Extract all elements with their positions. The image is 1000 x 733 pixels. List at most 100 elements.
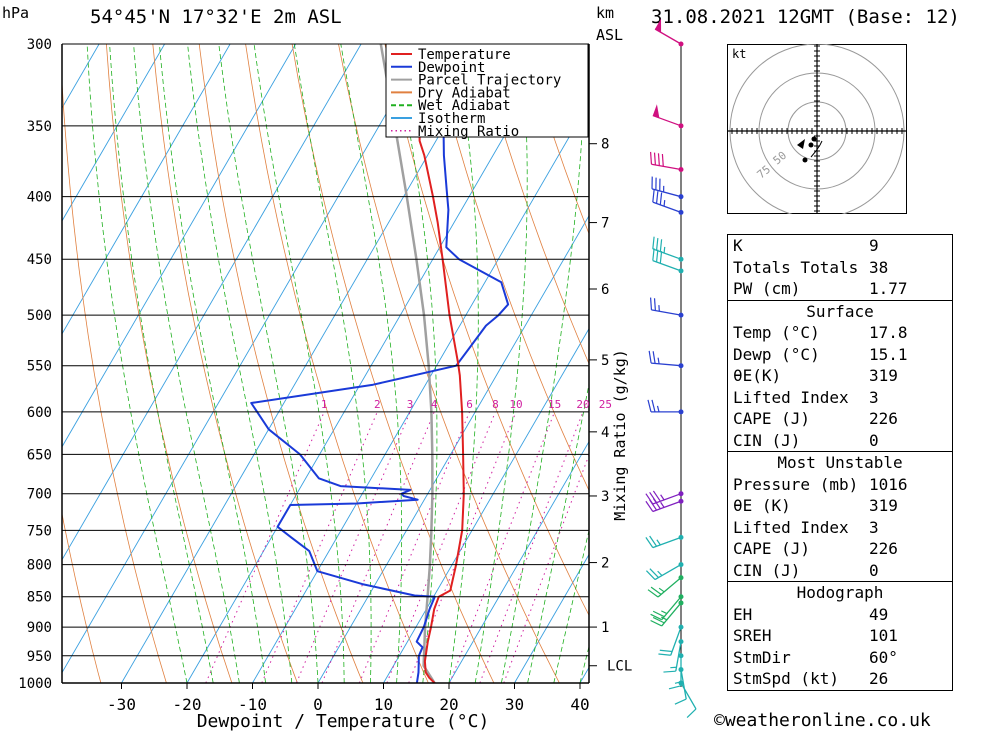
wind-barb-flag [659, 239, 663, 252]
hodograph-indices-box: Hodograph EH 49 SREH 101 StmDir 60° StmSpd … [727, 581, 953, 691]
x-tick-label: 20 [439, 695, 458, 714]
wind-barb-flag [652, 498, 661, 510]
legend-label: Dry Adiabat [418, 85, 511, 101]
wind-barb-staff [654, 564, 682, 581]
wind-barb [648, 350, 684, 369]
stmspd-row: StmSpd (kt) 26 [733, 669, 889, 688]
wind-barb-staff [652, 114, 682, 127]
pressure-tick-label: 400 [27, 190, 52, 206]
wind-barb-staff [661, 602, 682, 627]
wet-adiabat-line [109, 44, 214, 684]
wind-barb-flag [649, 499, 658, 511]
wind-barb-flag [652, 490, 661, 502]
datetime-label: 31.08.2021 12GMT (Base: 12) [651, 6, 960, 28]
wet-adiabat-line [474, 44, 528, 684]
dewpoint-line [250, 44, 510, 684]
x-tick-label: -10 [238, 695, 267, 714]
wind-barb-flag [652, 610, 665, 618]
wind-barb-staff [651, 163, 682, 171]
km-tick-label: 5 [601, 353, 609, 369]
isotherm-line [62, 44, 231, 335]
dry-adiabat-line [710, 44, 725, 683]
pressure-tick-label: 450 [27, 252, 52, 268]
hodograph-point [811, 136, 817, 142]
km-unit-label: km [596, 4, 615, 22]
wind-barb-flag [658, 653, 671, 656]
wet-adiabat-line [218, 44, 319, 684]
legend-label: Parcel Trajectory [418, 73, 561, 89]
dry-adiabat-line [477, 44, 589, 365]
wind-barb-staff [675, 641, 682, 672]
wind-barb [654, 18, 684, 47]
pressure-tick-label: 350 [27, 119, 52, 135]
isotherm-line [514, 553, 589, 684]
wind-barb-flag [645, 500, 654, 512]
mixing-ratio-label: 1 [321, 398, 328, 411]
mixing-ratio-label: 2 [374, 398, 381, 411]
wind-barb-flag [655, 249, 659, 263]
wind-barb-flag [645, 537, 654, 548]
pressure-tick-label: 950 [27, 649, 52, 665]
mixing-ratio-label: 8 [492, 398, 499, 411]
wind-barb-flag [652, 236, 655, 249]
km-tick-label: 3 [601, 489, 609, 505]
dry-adiabat-line [62, 511, 102, 684]
wind-barb-half-flag [656, 539, 661, 546]
x-tick-label: -20 [173, 695, 202, 714]
x-tick-label: 0 [313, 695, 323, 714]
most-unstable-title: Most Unstable [777, 453, 903, 472]
mixing-ratio-label: 6 [466, 398, 473, 411]
wind-barb [647, 575, 684, 598]
wind-barb-half-flag [663, 246, 666, 254]
wind-barb-staff [652, 201, 682, 213]
wind-barb-pennant [652, 104, 660, 118]
hodograph-unit-label: kt [732, 47, 746, 61]
isotherm-line [448, 440, 589, 684]
isotherm-line [383, 327, 589, 684]
x-axis-label: Dewpoint / Temperature (°C) [197, 711, 490, 732]
wind-barb [658, 624, 684, 656]
wet-adiabat-line [394, 44, 438, 684]
x-tick-label: 10 [374, 695, 393, 714]
wind-barb-flag [650, 619, 662, 627]
mixing-ratio-line [296, 411, 411, 684]
wind-barb-flag [668, 685, 682, 690]
km-tick-label: 7 [601, 216, 609, 232]
site-link[interactable]: weatheronline.co.uk [724, 710, 931, 731]
wind-barb-flag [653, 298, 656, 311]
footer-credit: ©weatheronline.co.uk [714, 710, 931, 731]
wind-barb-staff [670, 626, 682, 656]
wind-barb-pennant [655, 18, 662, 33]
wind-barb-flag [647, 399, 652, 413]
wind-barb-staff [661, 596, 682, 621]
surface-dewp-row: Dewp (°C) 15.1 [733, 344, 908, 364]
totals-totals-row: Totals Totals 38 [733, 257, 889, 277]
km-tick-label: LCL [607, 659, 632, 675]
pressure-tick-label: 300 [27, 37, 52, 53]
hodograph-title: Hodograph [796, 583, 884, 602]
wet-adiabat-line [501, 44, 587, 684]
wind-barb-staff [654, 28, 682, 45]
wind-barb-half-flag [661, 610, 668, 615]
hodograph-trace [810, 140, 823, 158]
pressure-tick-label: 1000 [18, 676, 52, 692]
pw-row: PW (cm) 1.77 [733, 279, 908, 298]
km-tick-label: 2 [601, 556, 609, 572]
wind-barb [678, 680, 697, 719]
legend-label: Mixing Ratio [418, 124, 519, 140]
mixing-ratio-line [503, 453, 589, 684]
isotherm-line [317, 214, 589, 684]
wind-barb-staff [651, 188, 682, 198]
wind-barb-flag [659, 250, 663, 264]
wind-barb-flag [648, 350, 652, 364]
wind-barb-half-flag [663, 200, 666, 207]
eh-row: EH 49 [733, 604, 889, 624]
wind-barb-staff [657, 577, 682, 598]
mixing-ratio-label: 3 [407, 398, 414, 411]
km-tick-label: 6 [601, 282, 609, 298]
km-tick-label: 1 [601, 620, 609, 636]
isotherm-line [62, 44, 428, 674]
